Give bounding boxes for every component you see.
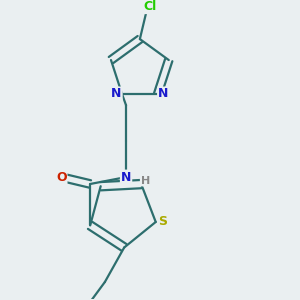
- Text: N: N: [111, 88, 122, 100]
- Text: Cl: Cl: [144, 0, 157, 13]
- Text: N: N: [158, 88, 168, 100]
- Text: H: H: [141, 176, 150, 185]
- Text: N: N: [121, 171, 131, 184]
- Text: O: O: [56, 171, 67, 184]
- Text: S: S: [158, 215, 167, 229]
